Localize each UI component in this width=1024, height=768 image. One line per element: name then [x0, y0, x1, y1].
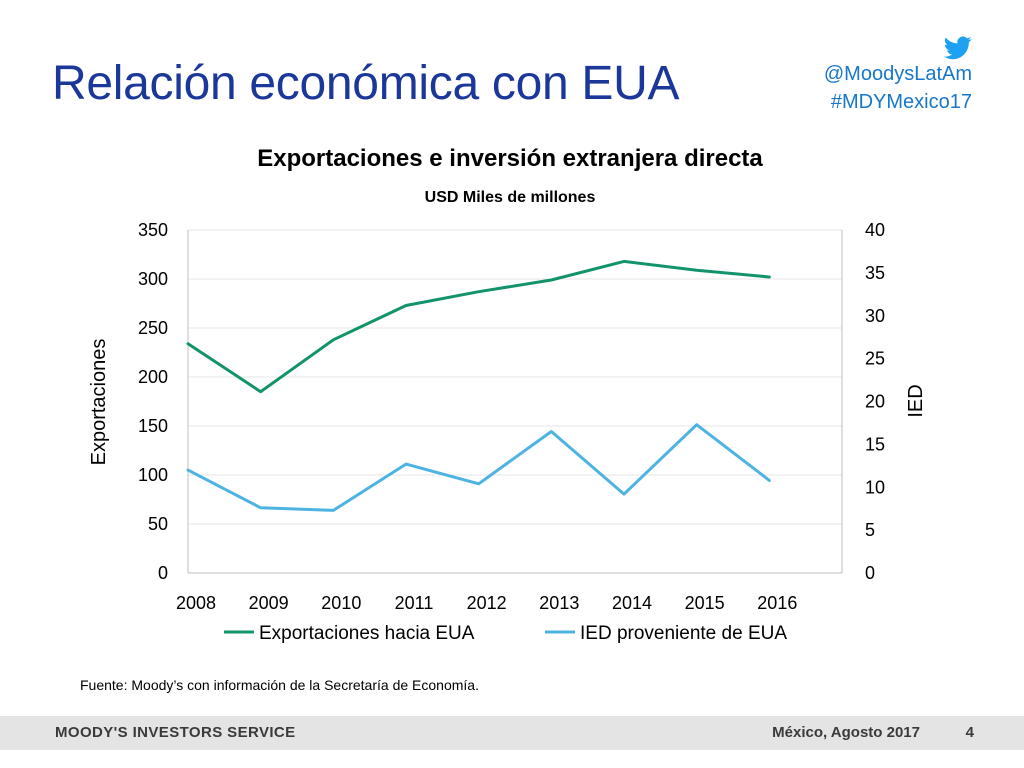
series-line-1	[186, 259, 771, 394]
y2-tick-label: 20	[865, 392, 885, 412]
y-axis-label: Exportaciones	[88, 339, 110, 466]
x-tick-label: 2013	[539, 593, 579, 613]
y2-tick-label: 25	[865, 349, 885, 369]
x-tick-label: 2016	[757, 593, 797, 613]
y2-axis-label: IED	[905, 384, 927, 417]
y-tick-label: 100	[138, 465, 168, 485]
legend-label-2: IED proveniente de EUA	[580, 623, 787, 644]
x-tick-label: 2011	[395, 593, 434, 613]
y2-tick-label: 0	[865, 563, 875, 583]
x-tick-label: 2009	[249, 593, 289, 613]
x-tick-label: 2015	[685, 593, 725, 613]
event-hashtag[interactable]: #MDYMexico17	[830, 91, 972, 113]
chart: Exportaciones e inversión extranjera dir…	[88, 145, 927, 644]
footer-bar: MOODY'S INVESTORS SERVICE México, Agosto…	[0, 716, 1024, 750]
y-tick-label: 150	[138, 416, 168, 436]
slide-title: Relación económica con EUA	[52, 57, 680, 110]
y2-tick-label: 15	[865, 434, 885, 454]
page-number: 4	[965, 724, 974, 741]
x-tick-label: 2014	[612, 593, 652, 613]
legend-label-1: Exportaciones hacia EUA	[259, 623, 475, 644]
y2-tick-label: 35	[865, 263, 885, 283]
y2-tick-label: 40	[865, 220, 885, 240]
y-tick-label: 0	[158, 563, 168, 583]
y2-tick-label: 5	[865, 520, 875, 540]
y-tick-label: 200	[138, 367, 168, 387]
social-block: @MoodysLatAm #MDYMexico17	[824, 36, 972, 116]
y-tick-label: 50	[148, 514, 168, 534]
x-tick-label: 2010	[321, 593, 361, 613]
x-tick-label: 2008	[176, 593, 216, 613]
y-tick-label: 300	[138, 269, 168, 289]
y2-tick-label: 30	[865, 306, 885, 326]
y2-tick-label: 10	[865, 477, 885, 497]
y-tick-label: 350	[138, 220, 168, 240]
footer-date: México, Agosto 2017	[772, 724, 920, 741]
twitter-icon	[944, 36, 972, 60]
chart-subtitle: USD Miles de millones	[425, 189, 596, 206]
twitter-handle[interactable]: @MoodysLatAm	[823, 63, 972, 85]
chart-title: Exportaciones e inversión extranjera dir…	[257, 145, 763, 172]
series-line-2	[186, 423, 771, 512]
source-note: Fuente: Moody’s con información de la Se…	[80, 677, 479, 693]
y-tick-label: 250	[138, 318, 168, 338]
x-tick-label: 2012	[467, 593, 507, 613]
footer-brand: MOODY'S INVESTORS SERVICE	[55, 724, 296, 741]
